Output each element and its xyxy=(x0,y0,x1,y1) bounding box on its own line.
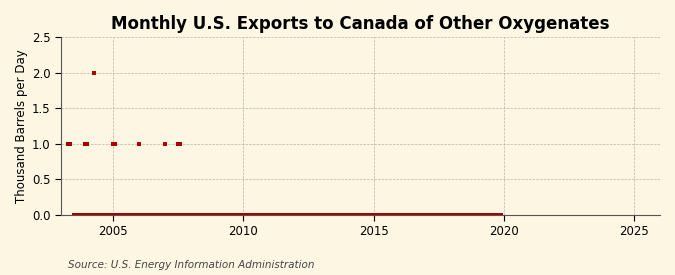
Title: Monthly U.S. Exports to Canada of Other Oxygenates: Monthly U.S. Exports to Canada of Other … xyxy=(111,15,610,33)
Text: Source: U.S. Energy Information Administration: Source: U.S. Energy Information Administ… xyxy=(68,260,314,270)
Y-axis label: Thousand Barrels per Day: Thousand Barrels per Day xyxy=(15,49,28,203)
